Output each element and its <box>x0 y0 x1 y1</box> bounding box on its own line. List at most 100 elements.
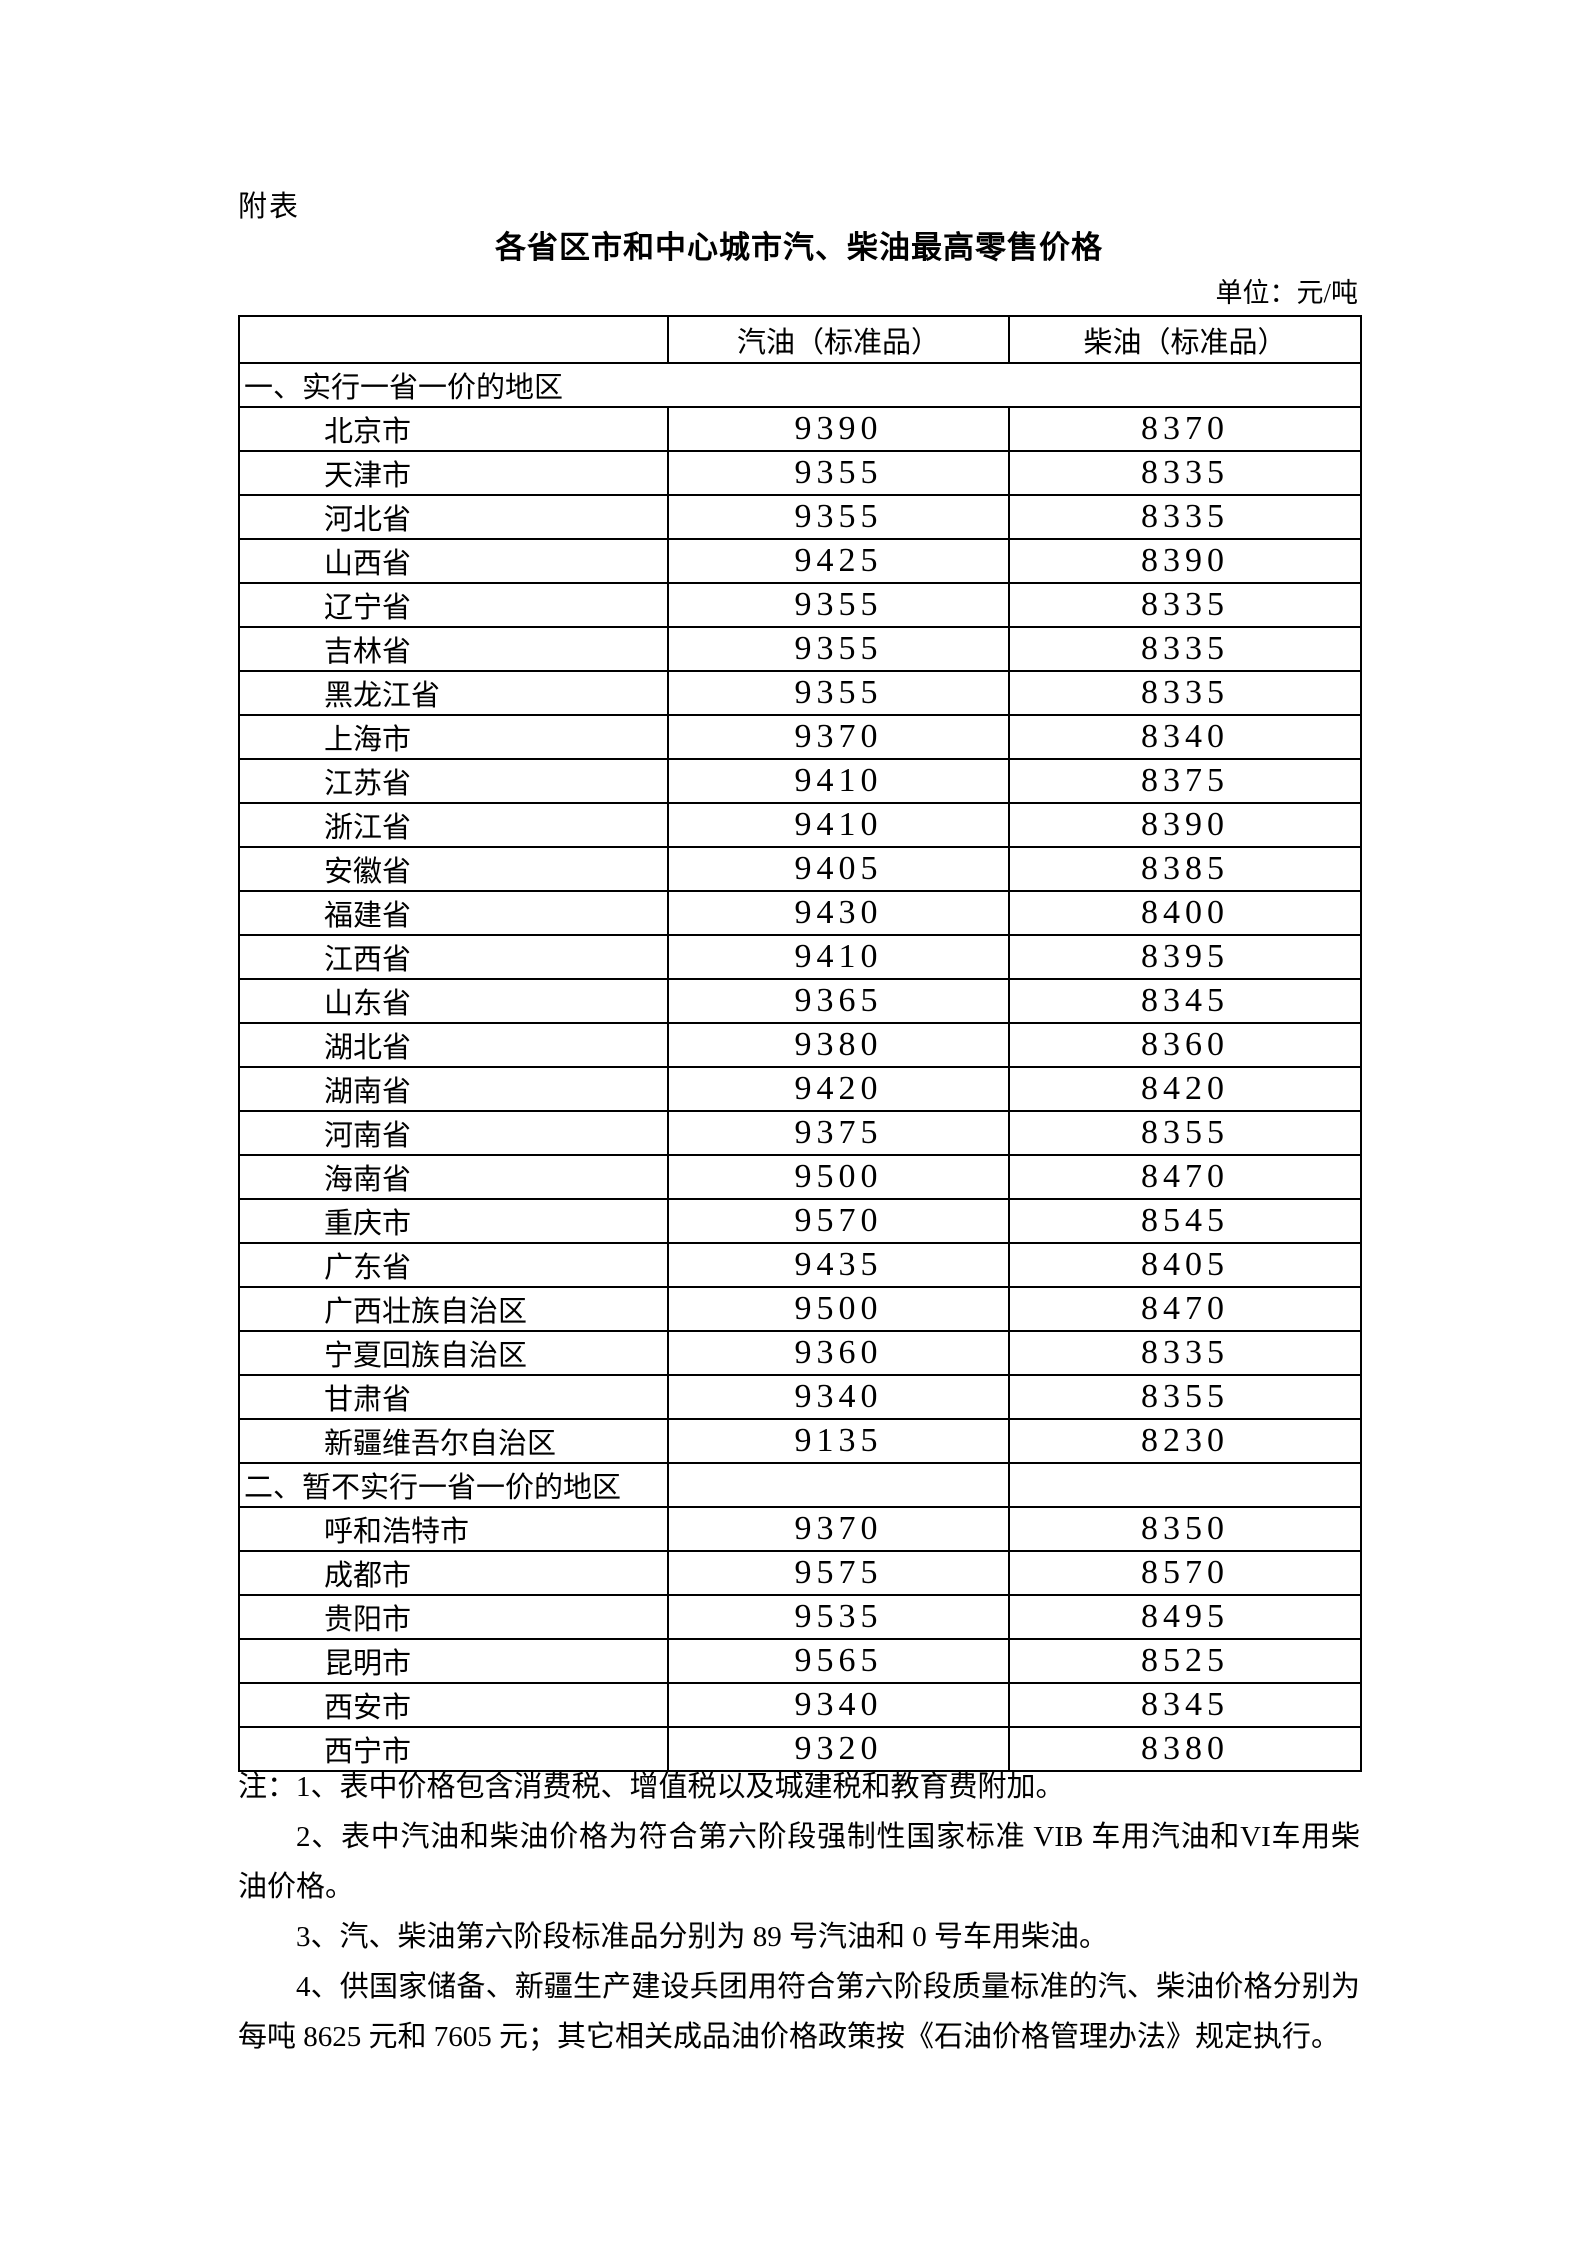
table-row: 广东省 9435 8405 <box>238 1242 1362 1288</box>
gasoline-price-cell: 9410 <box>667 758 1010 804</box>
diesel-price-cell: 8395 <box>1008 934 1362 980</box>
diesel-price-cell: 8390 <box>1008 538 1362 584</box>
region-cell: 江苏省 <box>238 758 669 804</box>
diesel-price-cell: 8400 <box>1008 890 1362 936</box>
table-row: 河南省 9375 8355 <box>238 1110 1362 1156</box>
diesel-price-cell: 8335 <box>1008 582 1362 628</box>
diesel-price-cell: 8405 <box>1008 1242 1362 1288</box>
section-heading-row: 二、暂不实行一省一价的地区 <box>238 1462 1362 1508</box>
gasoline-price-cell: 9370 <box>667 1506 1010 1552</box>
diesel-price-cell: 8385 <box>1008 846 1362 892</box>
gasoline-price-cell: 9425 <box>667 538 1010 584</box>
diesel-price-cell: 8390 <box>1008 802 1362 848</box>
region-cell: 福建省 <box>238 890 669 936</box>
region-cell: 天津市 <box>238 450 669 496</box>
diesel-price-cell: 8230 <box>1008 1418 1362 1464</box>
region-cell: 吉林省 <box>238 626 669 672</box>
notes-section: 注：1、表中价格包含消费税、增值税以及城建税和教育费附加。 2、表中汽油和柴油价… <box>238 1762 1360 2062</box>
diesel-price-cell: 8545 <box>1008 1198 1362 1244</box>
gasoline-price-cell: 9355 <box>667 450 1010 496</box>
table-row: 湖北省 9380 8360 <box>238 1022 1362 1068</box>
gasoline-price-cell: 9375 <box>667 1110 1010 1156</box>
empty-cell <box>667 1462 1010 1508</box>
section-heading-row: 一、实行一省一价的地区 <box>238 362 1362 408</box>
region-cell: 江西省 <box>238 934 669 980</box>
diesel-price-cell: 8335 <box>1008 626 1362 672</box>
table-row: 成都市 9575 8570 <box>238 1550 1362 1596</box>
table-row: 辽宁省 9355 8335 <box>238 582 1362 628</box>
table-header-row: 汽油（标准品） 柴油（标准品） <box>238 315 1362 364</box>
gasoline-price-cell: 9570 <box>667 1198 1010 1244</box>
gasoline-price-cell: 9320 <box>667 1726 1010 1772</box>
gasoline-price-cell: 9405 <box>667 846 1010 892</box>
gasoline-price-cell: 9380 <box>667 1022 1010 1068</box>
region-cell: 重庆市 <box>238 1198 669 1244</box>
table-row: 河北省 9355 8335 <box>238 494 1362 540</box>
table-row: 黑龙江省 9355 8335 <box>238 670 1362 716</box>
header-diesel-cell: 柴油（标准品） <box>1008 315 1362 364</box>
gasoline-price-cell: 9575 <box>667 1550 1010 1596</box>
region-cell: 昆明市 <box>238 1638 669 1684</box>
header-gasoline-cell: 汽油（标准品） <box>667 315 1010 364</box>
table-row: 安徽省 9405 8385 <box>238 846 1362 892</box>
note-item-3: 3、汽、柴油第六阶段标准品分别为 89 号汽油和 0 号车用柴油。 <box>296 1921 1109 1953</box>
table-row: 山西省 9425 8390 <box>238 538 1362 584</box>
region-cell: 呼和浩特市 <box>238 1506 669 1552</box>
gasoline-price-cell: 9355 <box>667 626 1010 672</box>
table-row: 江苏省 9410 8375 <box>238 758 1362 804</box>
region-cell: 安徽省 <box>238 846 669 892</box>
table-row: 西宁市 9320 8380 <box>238 1726 1362 1772</box>
region-cell: 贵阳市 <box>238 1594 669 1640</box>
table-row: 上海市 9370 8340 <box>238 714 1362 760</box>
region-cell: 辽宁省 <box>238 582 669 628</box>
gasoline-price-cell: 9430 <box>667 890 1010 936</box>
price-table: 汽油（标准品） 柴油（标准品） 一、实行一省一价的地区 北京市 9390 8370 天津… <box>238 315 1362 1772</box>
diesel-price-cell: 8335 <box>1008 670 1362 716</box>
table-row: 贵阳市 9535 8495 <box>238 1594 1362 1640</box>
table-row: 新疆维吾尔自治区 9135 8230 <box>238 1418 1362 1464</box>
table-row: 海南省 9500 8470 <box>238 1154 1362 1200</box>
region-cell: 西宁市 <box>238 1726 669 1772</box>
region-cell: 湖北省 <box>238 1022 669 1068</box>
header-region-cell <box>238 315 669 364</box>
empty-cell <box>1008 1462 1362 1508</box>
gasoline-price-cell: 9355 <box>667 582 1010 628</box>
gasoline-price-cell: 9365 <box>667 978 1010 1024</box>
gasoline-price-cell: 9390 <box>667 406 1010 452</box>
diesel-price-cell: 8525 <box>1008 1638 1362 1684</box>
region-cell: 山西省 <box>238 538 669 584</box>
diesel-price-cell: 8350 <box>1008 1506 1362 1552</box>
table-row: 重庆市 9570 8545 <box>238 1198 1362 1244</box>
region-cell: 广东省 <box>238 1242 669 1288</box>
region-cell: 黑龙江省 <box>238 670 669 716</box>
region-cell: 上海市 <box>238 714 669 760</box>
unit-label: 单位：元/吨 <box>1215 278 1358 308</box>
gasoline-price-cell: 9370 <box>667 714 1010 760</box>
region-cell: 西安市 <box>238 1682 669 1728</box>
appendix-label: 附表 <box>238 191 301 223</box>
diesel-price-cell: 8360 <box>1008 1022 1362 1068</box>
diesel-price-cell: 8380 <box>1008 1726 1362 1772</box>
diesel-price-cell: 8470 <box>1008 1154 1362 1200</box>
table-row: 北京市 9390 8370 <box>238 406 1362 452</box>
note-item-1: 注：1、表中价格包含消费税、增值税以及城建税和教育费附加。 <box>238 1771 1065 1803</box>
region-cell: 山东省 <box>238 978 669 1024</box>
table-row: 山东省 9365 8345 <box>238 978 1362 1024</box>
region-cell: 浙江省 <box>238 802 669 848</box>
diesel-price-cell: 8345 <box>1008 978 1362 1024</box>
diesel-price-cell: 8375 <box>1008 758 1362 804</box>
gasoline-price-cell: 9360 <box>667 1330 1010 1376</box>
gasoline-price-cell: 9435 <box>667 1242 1010 1288</box>
note-item-2: 2、表中汽油和柴油价格为符合第六阶段强制性国家标准 VIB 车用汽油和VI车用柴… <box>238 1821 1360 1903</box>
table-row: 湖南省 9420 8420 <box>238 1066 1362 1112</box>
table-row: 福建省 9430 8400 <box>238 890 1362 936</box>
table-row: 天津市 9355 8335 <box>238 450 1362 496</box>
diesel-price-cell: 8495 <box>1008 1594 1362 1640</box>
table-row: 吉林省 9355 8335 <box>238 626 1362 672</box>
diesel-price-cell: 8335 <box>1008 1330 1362 1376</box>
gasoline-price-cell: 9500 <box>667 1154 1010 1200</box>
table-row: 昆明市 9565 8525 <box>238 1638 1362 1684</box>
table-row: 甘肃省 9340 8355 <box>238 1374 1362 1420</box>
gasoline-price-cell: 9535 <box>667 1594 1010 1640</box>
